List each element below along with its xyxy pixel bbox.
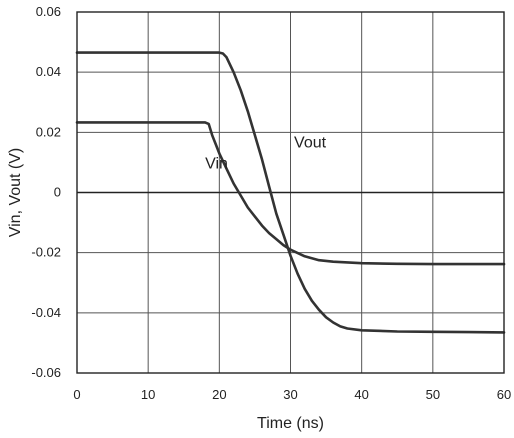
y-tick-label: 0.02 <box>36 124 61 139</box>
series-line-vin <box>75 121 506 266</box>
y-tick-label: -0.06 <box>31 365 61 380</box>
x-tick-label: 0 <box>73 387 80 402</box>
x-tick-label: 60 <box>497 387 511 402</box>
y-tick-label: 0.04 <box>36 64 61 79</box>
tick-labels: 0 10 20 30 40 50 60 0.06 0.04 0.02 0 -0.02 -0.04 -0.0… <box>31 4 511 402</box>
plot-frame <box>76 11 505 374</box>
y-axis-label: Vin, Vout (V) <box>7 148 24 238</box>
axes <box>76 11 505 374</box>
annotation-vout: Vout <box>294 134 327 151</box>
x-tick-label: 50 <box>426 387 440 402</box>
series-line-vout <box>75 51 506 334</box>
x-tick-label: 10 <box>141 387 155 402</box>
x-tick-label: 40 <box>354 387 368 402</box>
annotations: Vin Vout <box>205 134 327 172</box>
x-axis-label: Time (ns) <box>257 415 324 432</box>
y-tick-label: -0.02 <box>31 245 61 260</box>
x-tick-label: 30 <box>283 387 297 402</box>
x-tick-label: 20 <box>212 387 226 402</box>
grid <box>76 11 505 374</box>
y-tick-label: -0.04 <box>31 305 61 320</box>
y-tick-label: 0 <box>54 185 61 200</box>
annotation-vin: Vin <box>205 155 228 172</box>
series-group <box>75 51 506 334</box>
y-tick-label: 0.06 <box>36 4 61 19</box>
